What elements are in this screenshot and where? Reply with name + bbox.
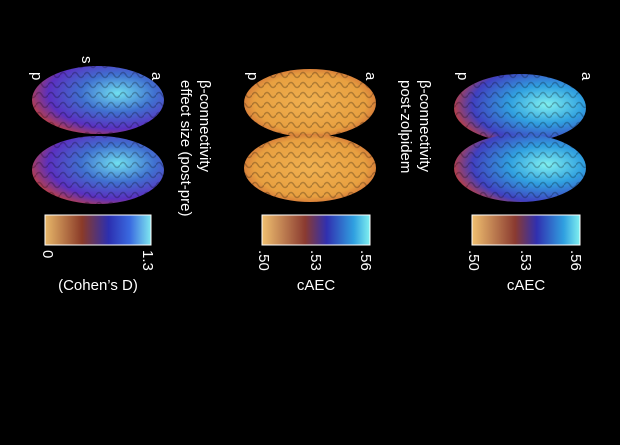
colorbar-tick: .53 — [517, 250, 534, 271]
orientation-label: a — [148, 72, 165, 81]
panel-title: β-connectivity — [196, 80, 213, 172]
colorbar-tick: 1.3 — [139, 250, 156, 271]
colorbar-tick: .53 — [307, 250, 324, 271]
panel-title: effect size (post-pre) — [177, 80, 194, 216]
orientation-label: p — [244, 72, 261, 80]
panel-title: post-zolpidem — [397, 80, 414, 173]
orientation-label: s — [78, 56, 95, 64]
colorbar-tick: .56 — [567, 250, 584, 271]
orientation-label: p — [28, 72, 45, 80]
colorbar — [44, 214, 152, 246]
colorbar-unit: cAEC — [297, 277, 336, 294]
colorbar-tick: 0 — [39, 250, 56, 258]
orientation-label: p — [454, 72, 471, 80]
colorbar-tick: .56 — [357, 250, 374, 271]
brain-middle — [244, 69, 376, 202]
orientation-label: a — [362, 72, 379, 81]
colorbar — [261, 214, 371, 246]
panel-title: β-connectivity — [416, 80, 433, 172]
brain-right — [454, 74, 586, 202]
colorbar — [471, 214, 581, 246]
colorbar-tick: .50 — [465, 250, 482, 271]
colorbar-tick: .50 — [255, 250, 272, 271]
orientation-label: a — [578, 72, 595, 81]
brain-left — [32, 66, 164, 204]
colorbar-unit: cAEC — [507, 277, 546, 294]
colorbar-unit: (Cohen’s D) — [58, 277, 138, 294]
